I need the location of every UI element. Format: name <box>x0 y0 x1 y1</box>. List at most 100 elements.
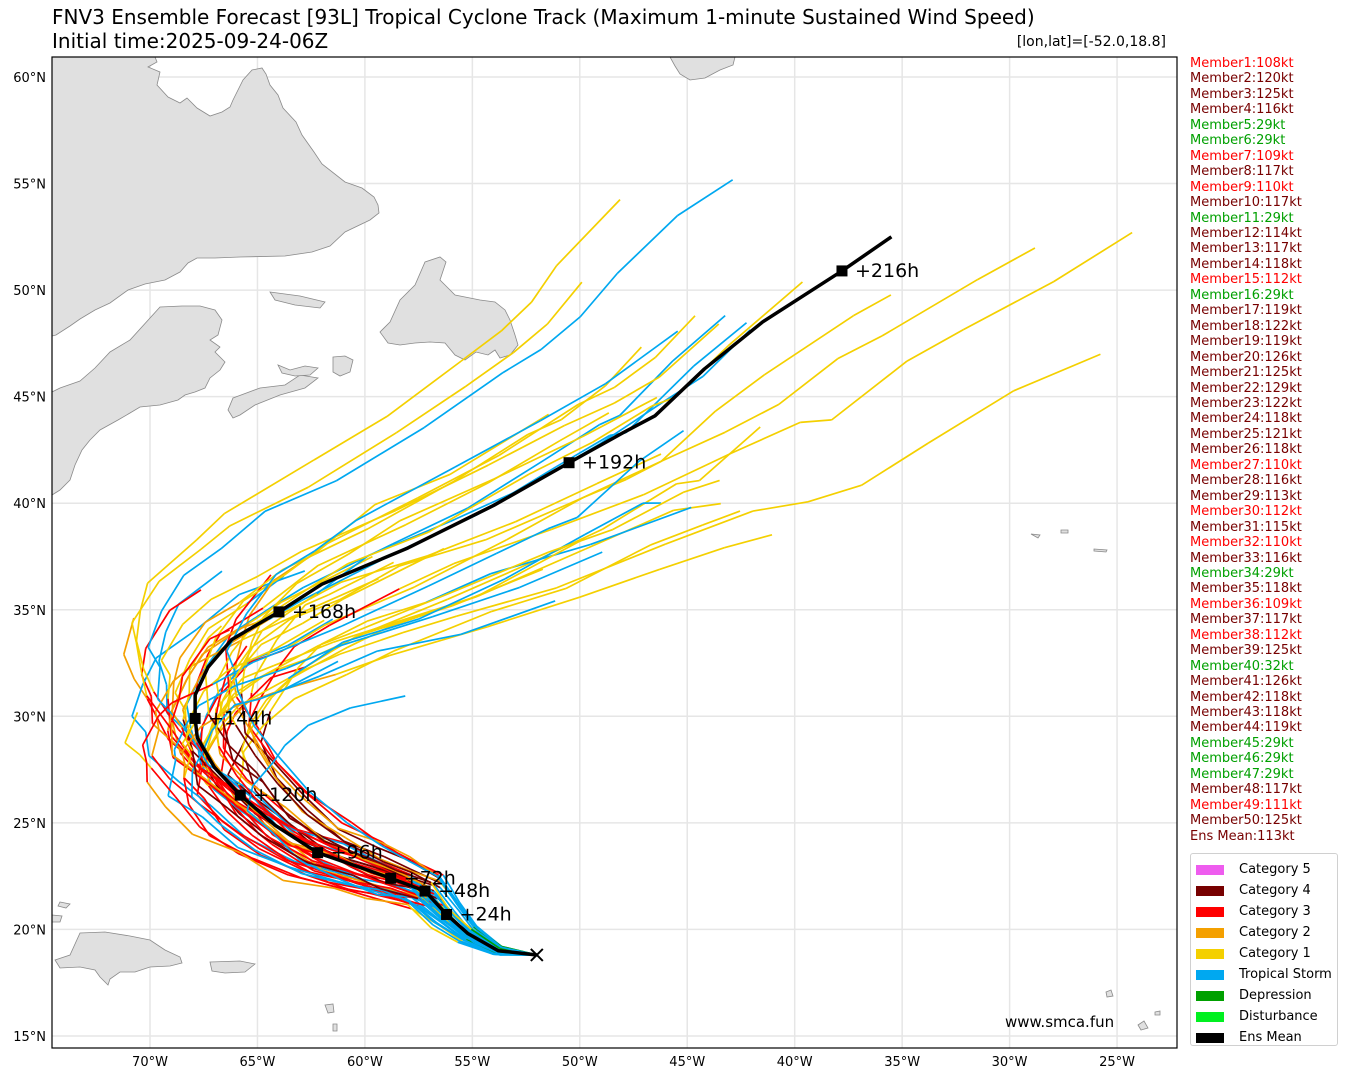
forecast-hour-label: +96h <box>331 842 383 864</box>
land-gaspe-maritimes <box>52 305 226 496</box>
land-cape-verde-3 <box>1154 1010 1161 1016</box>
chart-title: FNV3 Ensemble Forecast [93L] Tropical Cy… <box>52 5 1035 29</box>
member-intensity-item: Member33:116kt <box>1190 550 1302 566</box>
y-tick-label: 30°N <box>13 710 46 725</box>
member-intensity-item: Member50:125kt <box>1190 813 1302 829</box>
x-tick-label: 30°W <box>992 1055 1028 1070</box>
member-intensity-item: Member17:119kt <box>1190 303 1302 319</box>
member-intensity-item: Member22:129kt <box>1190 380 1302 396</box>
member-intensity-item: Member18:122kt <box>1190 318 1302 334</box>
start-coordinates: [lon,lat]=[-52.0,18.8] <box>1016 34 1166 50</box>
member-intensity-item: Member16:29kt <box>1190 287 1294 303</box>
y-tick-label: 35°N <box>13 604 46 619</box>
member-intensity-item: Member6:29kt <box>1190 133 1286 149</box>
land-cape-verde-1 <box>1105 989 1114 998</box>
land-martinique <box>332 1023 338 1032</box>
intensity-legend: Category 5 Category 4 Category 3 Category 2… <box>1190 853 1338 1046</box>
start-cross-icon <box>530 948 544 962</box>
y-tick-label: 50°N <box>13 284 46 299</box>
forecast-hour-marker <box>441 908 453 920</box>
member-intensity-item: Member4:116kt <box>1190 102 1294 118</box>
member-intensity-item: Member14:118kt <box>1190 256 1302 272</box>
land-guadeloupe <box>324 1003 335 1014</box>
y-tick-label: 25°N <box>13 817 46 832</box>
legend-swatch-icon <box>1196 1011 1224 1022</box>
land-bahamas <box>57 901 71 909</box>
member-intensity-item: Member38:112kt <box>1190 627 1302 643</box>
legend-swatch-icon <box>1196 948 1224 959</box>
x-tick-label: 35°W <box>884 1055 920 1070</box>
member-intensity-item: Member13:117kt <box>1190 241 1302 257</box>
forecast-hour-label: +216h <box>855 260 919 282</box>
member-intensity-item: Member34:29kt <box>1190 565 1294 581</box>
y-tick-label: 15°N <box>13 1030 46 1045</box>
legend-swatch-icon <box>1196 969 1224 980</box>
forecast-hour-label: +24h <box>460 903 512 925</box>
land-azores-2 <box>1060 529 1069 534</box>
land-puerto-rico <box>209 960 256 974</box>
forecast-hour-label: +192h <box>582 452 646 474</box>
ensemble-mean-track: +24h+48h+72h +96h +120h +144h +168h +192h +216… <box>189 235 919 962</box>
member-intensity-item: Member25:121kt <box>1190 426 1302 442</box>
legend-item: Ens Mean <box>1196 1027 1337 1048</box>
legend-label: Ens Mean <box>1239 1030 1302 1045</box>
legend-item: Category 4 <box>1196 880 1337 901</box>
land-cape-breton <box>332 355 354 377</box>
member-intensity-item: Member48:117kt <box>1190 782 1302 798</box>
member-intensity-item: Member10:117kt <box>1190 195 1302 211</box>
member-intensity-item: Member2:120kt <box>1190 71 1294 87</box>
legend-label: Category 3 <box>1239 904 1311 919</box>
member-intensity-item: Member30:112kt <box>1190 504 1302 520</box>
legend-swatch-icon <box>1196 990 1224 1001</box>
forecast-hour-marker <box>312 847 324 859</box>
legend-label: Category 2 <box>1239 925 1311 940</box>
y-tick-label: 45°N <box>13 391 46 406</box>
land-masses <box>52 57 1161 1032</box>
forecast-hour-label: +72h <box>404 867 456 889</box>
forecast-hour-marker <box>419 885 431 897</box>
member-intensity-item: Member7:109kt <box>1190 148 1294 164</box>
legend-label: Disturbance <box>1239 1009 1318 1024</box>
legend-swatch-icon <box>1196 906 1224 917</box>
member-intensity-item: Member44:119kt <box>1190 720 1302 736</box>
member-intensity-item: Member27:110kt <box>1190 457 1302 473</box>
x-tick-label: 55°W <box>454 1055 490 1070</box>
forecast-hour-marker <box>273 606 285 618</box>
land-azores-1 <box>1030 533 1041 539</box>
legend-label: Tropical Storm <box>1239 967 1332 982</box>
member-intensity-item: Member46:29kt <box>1190 751 1294 767</box>
land-pei <box>277 364 319 377</box>
forecast-hour-marker <box>836 265 848 277</box>
y-tick-label: 40°N <box>13 497 46 512</box>
forecast-hour-label: +48h <box>438 880 490 902</box>
member-intensity-item: Member15:112kt <box>1190 272 1302 288</box>
forecast-hour-label: +144h <box>208 707 272 729</box>
member-intensity-item: Member31:115kt <box>1190 519 1302 535</box>
axis-ticks: 70°W 65°W 60°W 55°W 50°W 45°W 40°W 35°W 30°W 25°W… <box>13 71 1135 1070</box>
x-tick-label: 45°W <box>669 1055 705 1070</box>
legend-item: Depression <box>1196 985 1337 1006</box>
member-intensity-item: Member8:117kt <box>1190 164 1294 180</box>
x-tick-label: 65°W <box>239 1055 275 1070</box>
forecast-hour-marker <box>234 789 246 801</box>
member-intensity-item: Member29:113kt <box>1190 488 1302 504</box>
member-intensity-item: Member32:110kt <box>1190 535 1302 551</box>
legend-item: Category 5 <box>1196 859 1337 880</box>
legend-swatch-icon <box>1196 885 1224 896</box>
watermark: www.smca.fun <box>1005 1013 1115 1031</box>
forecast-hour-label: +120h <box>253 784 317 806</box>
member-intensity-item: Member43:118kt <box>1190 705 1302 721</box>
legend-swatch-icon <box>1196 864 1224 875</box>
legend-item: Category 2 <box>1196 922 1337 943</box>
y-tick-label: 60°N <box>13 71 46 86</box>
member-intensity-item: Member28:116kt <box>1190 473 1302 489</box>
member-intensity-item: Member36:109kt <box>1190 596 1302 612</box>
land-greenland-tip <box>669 57 736 81</box>
legend-swatch-icon <box>1196 927 1224 938</box>
member-intensity-item: Member19:119kt <box>1190 334 1302 350</box>
member-intensity-item: Member45:29kt <box>1190 735 1294 751</box>
x-tick-label: 25°W <box>1099 1055 1135 1070</box>
x-tick-label: 60°W <box>347 1055 383 1070</box>
member-intensity-item: Member24:118kt <box>1190 411 1302 427</box>
x-tick-label: 50°W <box>562 1055 598 1070</box>
